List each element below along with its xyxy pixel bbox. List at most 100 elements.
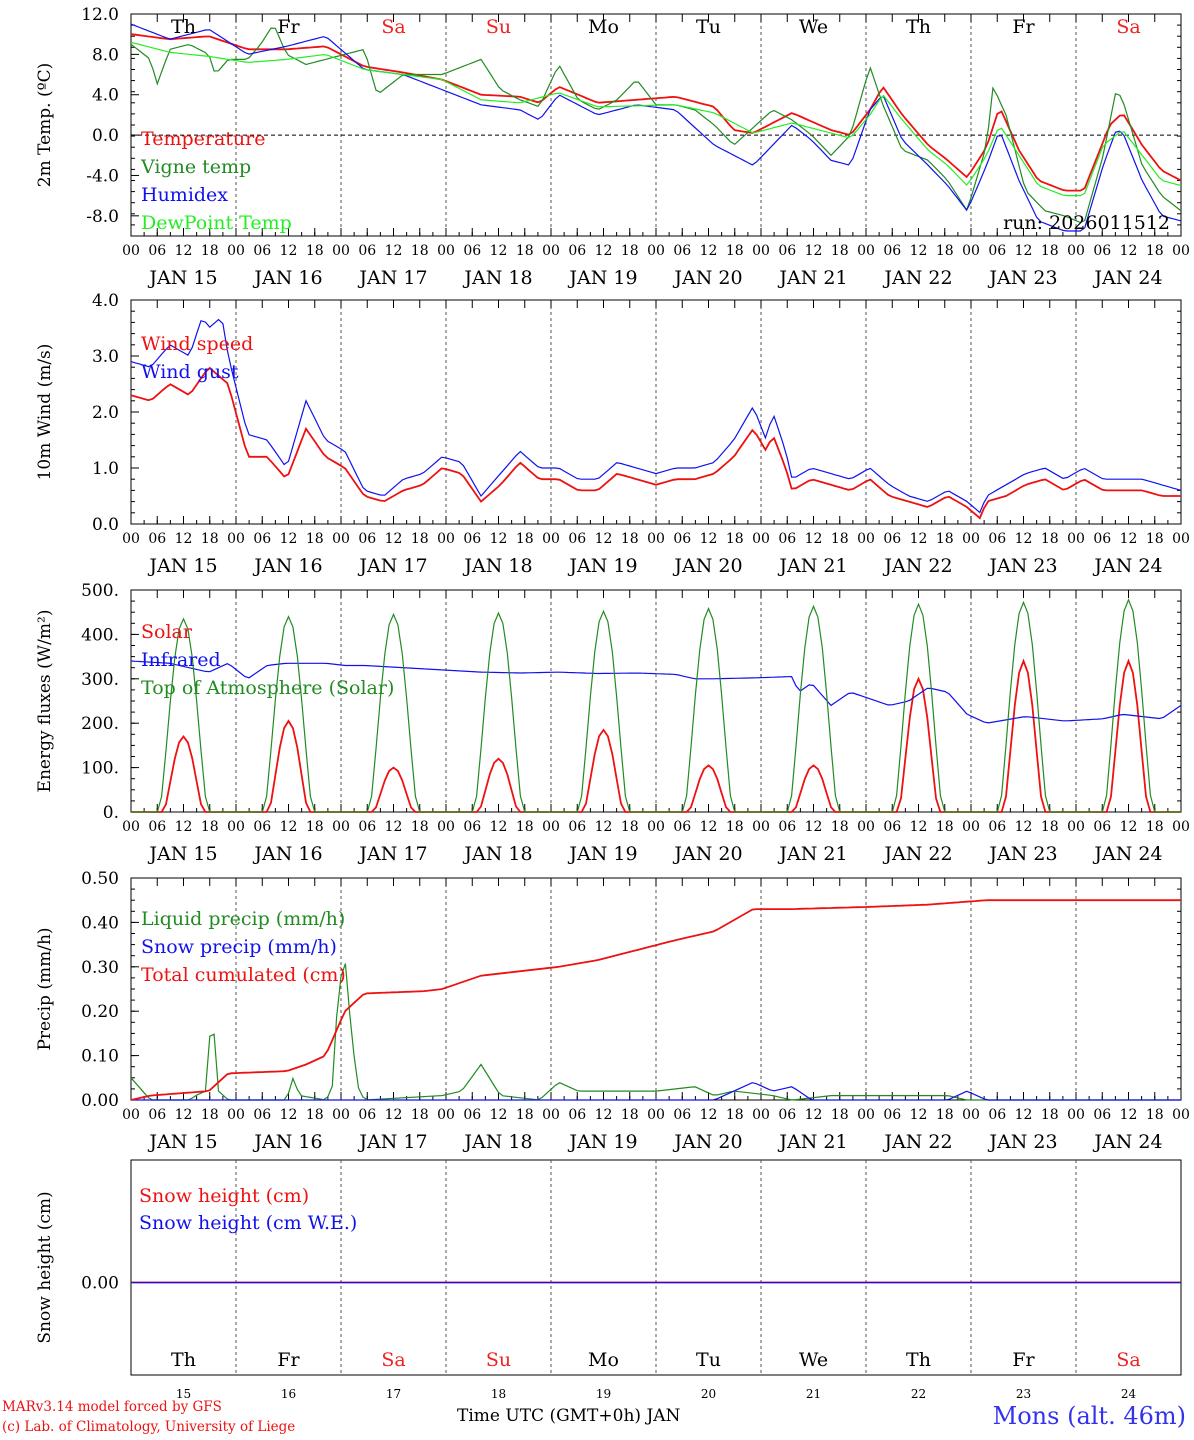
date-label: JAN 23 bbox=[987, 843, 1057, 865]
hour-label: 18 bbox=[726, 819, 744, 835]
hour-label: 18 bbox=[411, 531, 429, 547]
hour-label: 00 bbox=[122, 243, 140, 259]
hour-label: 12 bbox=[595, 819, 613, 835]
hour-label: 06 bbox=[568, 531, 586, 547]
hour-label: 00 bbox=[857, 819, 875, 835]
hour-label: 18 bbox=[411, 1107, 429, 1123]
y-tick-label: 0.0 bbox=[92, 515, 119, 535]
hour-label: 00 bbox=[122, 531, 140, 547]
hour-label: 00 bbox=[227, 243, 245, 259]
date-label: JAN 24 bbox=[1092, 1131, 1162, 1153]
date-label: JAN 17 bbox=[357, 267, 427, 289]
y-axis-label: Snow height (cm) bbox=[35, 1191, 55, 1343]
hour-label: 12 bbox=[700, 243, 718, 259]
hour-label: 06 bbox=[1093, 531, 1111, 547]
hour-label: 12 bbox=[280, 819, 298, 835]
y-tick-label: 0.40 bbox=[81, 913, 119, 933]
hour-label: 12 bbox=[280, 1107, 298, 1123]
hour-label: 18 bbox=[201, 531, 219, 547]
y-tick-label: 300. bbox=[81, 670, 119, 690]
hour-label: 00 bbox=[962, 243, 980, 259]
panel-1 bbox=[130, 13, 1182, 237]
hour-label: 06 bbox=[778, 819, 796, 835]
legend-entry: Top of Atmosphere (Solar) bbox=[141, 677, 394, 699]
date-label: JAN 17 bbox=[357, 1131, 427, 1153]
day-number: 23 bbox=[1016, 1387, 1031, 1401]
date-label: JAN 16 bbox=[252, 267, 322, 289]
hour-label: 06 bbox=[253, 243, 271, 259]
hour-label: 00 bbox=[857, 1107, 875, 1123]
hour-label: 12 bbox=[910, 1107, 928, 1123]
hour-label: 06 bbox=[673, 819, 691, 835]
hour-label: 12 bbox=[175, 1107, 193, 1123]
hour-label: 00 bbox=[752, 1107, 770, 1123]
date-label: JAN 19 bbox=[567, 1131, 637, 1153]
day-name-bottom: Tu bbox=[696, 1349, 721, 1371]
y-tick-label: -4.0 bbox=[86, 166, 119, 186]
day-name-top: Su bbox=[486, 16, 511, 38]
hour-label: 00 bbox=[962, 1107, 980, 1123]
panel-5 bbox=[130, 1159, 1182, 1376]
hour-label: 00 bbox=[1172, 1107, 1190, 1123]
series-line-temperature bbox=[130, 33, 1182, 192]
hour-label: 00 bbox=[227, 531, 245, 547]
panel-4 bbox=[130, 877, 1182, 1101]
y-axis-label: 10m Wind (m/s) bbox=[35, 344, 55, 481]
hour-label: 12 bbox=[805, 1107, 823, 1123]
hour-label: 18 bbox=[516, 819, 534, 835]
hour-label: 00 bbox=[1172, 819, 1190, 835]
y-axis-label: 2m Temp. (ºC) bbox=[35, 63, 55, 188]
date-label: JAN 15 bbox=[147, 843, 217, 865]
date-label: JAN 18 bbox=[462, 843, 532, 865]
hour-label: 00 bbox=[227, 819, 245, 835]
date-label: JAN 21 bbox=[777, 843, 847, 865]
panel-3 bbox=[130, 589, 1182, 813]
date-label: JAN 18 bbox=[462, 267, 532, 289]
hour-label: 00 bbox=[1172, 531, 1190, 547]
y-tick-label: 0.30 bbox=[81, 958, 119, 978]
hour-label: 12 bbox=[910, 531, 928, 547]
hour-label: 12 bbox=[490, 1107, 508, 1123]
hour-label: 18 bbox=[201, 243, 219, 259]
date-label: JAN 21 bbox=[777, 267, 847, 289]
hour-label: 00 bbox=[1067, 1107, 1085, 1123]
date-label: JAN 17 bbox=[357, 555, 427, 577]
legend-entry: Humidex bbox=[141, 184, 228, 206]
date-label: JAN 22 bbox=[882, 1131, 952, 1153]
date-label: JAN 20 bbox=[672, 267, 742, 289]
y-tick-label: 0.00 bbox=[81, 1274, 119, 1294]
day-number: 18 bbox=[491, 1387, 506, 1401]
hour-label: 18 bbox=[1041, 1107, 1059, 1123]
hour-label: 06 bbox=[358, 1107, 376, 1123]
hour-label: 18 bbox=[936, 243, 954, 259]
hour-label: 00 bbox=[962, 819, 980, 835]
series-line-wind-gust bbox=[130, 318, 1182, 514]
day-name-bottom: Th bbox=[906, 1349, 931, 1371]
hour-label: 18 bbox=[726, 243, 744, 259]
hour-label: 18 bbox=[726, 1107, 744, 1123]
hour-label: 00 bbox=[437, 1107, 455, 1123]
hour-label: 00 bbox=[962, 531, 980, 547]
day-name-bottom: Fr bbox=[1012, 1349, 1035, 1371]
hour-label: 18 bbox=[306, 819, 324, 835]
hour-label: 18 bbox=[306, 1107, 324, 1123]
hour-label: 06 bbox=[253, 819, 271, 835]
hour-label: 00 bbox=[647, 1107, 665, 1123]
day-name-bottom: Sa bbox=[1116, 1349, 1140, 1371]
hour-label: 00 bbox=[857, 531, 875, 547]
hour-label: 12 bbox=[805, 819, 823, 835]
hour-label: 12 bbox=[595, 243, 613, 259]
date-label: JAN 16 bbox=[252, 1131, 322, 1153]
hour-label: 00 bbox=[122, 1107, 140, 1123]
hour-label: 06 bbox=[883, 531, 901, 547]
hour-label: 00 bbox=[542, 243, 560, 259]
hour-label: 06 bbox=[148, 243, 166, 259]
y-axis-label: Energy fluxes (W/m²) bbox=[35, 610, 55, 793]
date-label: JAN 24 bbox=[1092, 267, 1162, 289]
series-line-total-cumulated-cm- bbox=[130, 899, 1181, 1101]
hour-label: 00 bbox=[1067, 819, 1085, 835]
hour-label: 06 bbox=[1093, 1107, 1111, 1123]
hour-label: 12 bbox=[280, 531, 298, 547]
hour-label: 18 bbox=[306, 243, 324, 259]
